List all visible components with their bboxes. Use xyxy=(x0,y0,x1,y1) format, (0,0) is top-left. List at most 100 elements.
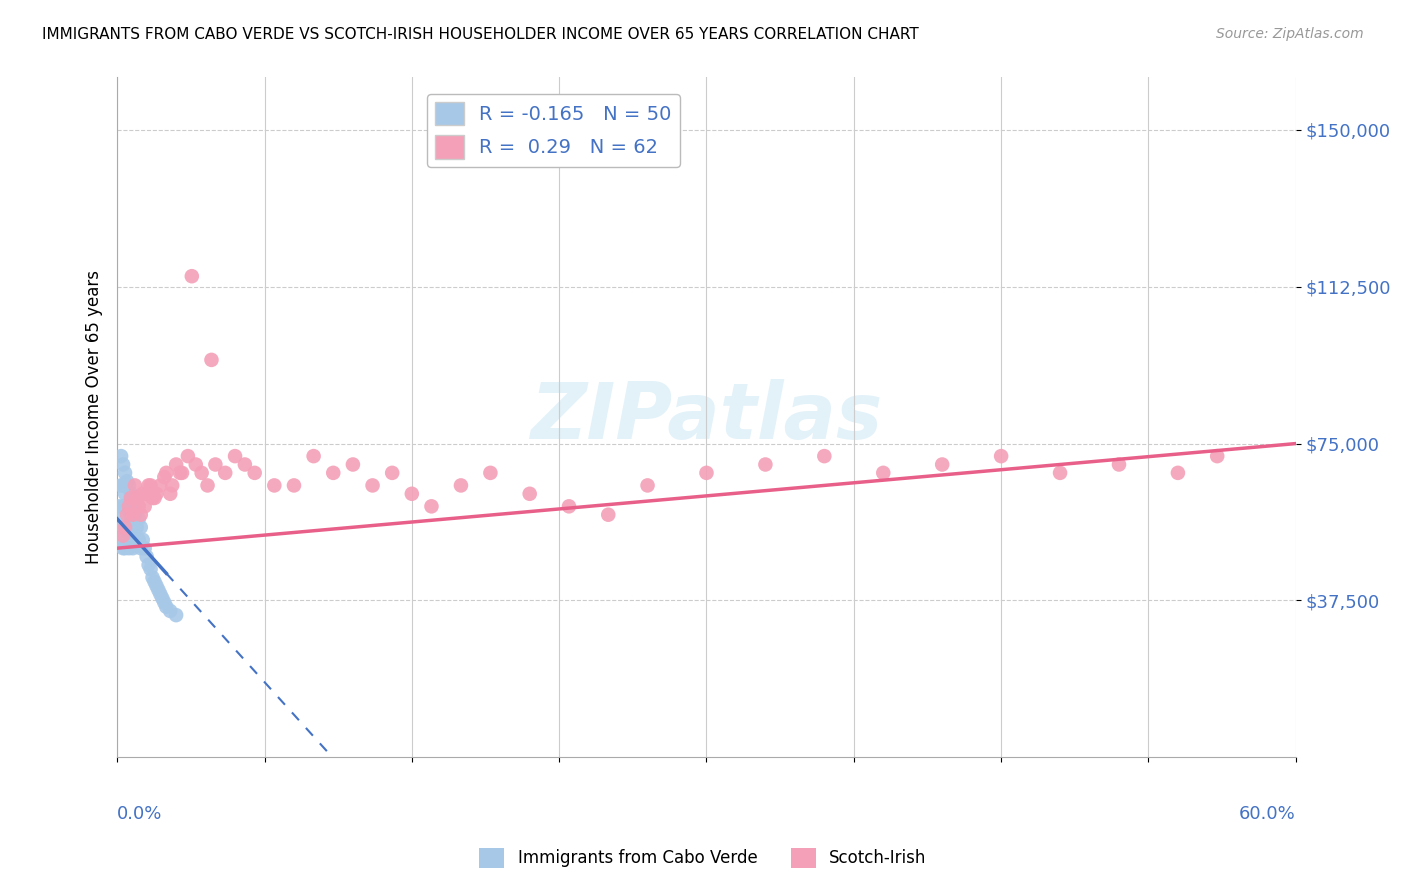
Y-axis label: Householder Income Over 65 years: Householder Income Over 65 years xyxy=(86,270,103,565)
Point xyxy=(141,491,163,505)
Point xyxy=(139,478,162,492)
Point xyxy=(177,449,200,463)
Point xyxy=(124,508,146,522)
Point xyxy=(155,466,177,480)
Point xyxy=(108,500,131,514)
Point xyxy=(134,541,156,556)
Point xyxy=(420,500,443,514)
Point xyxy=(129,520,152,534)
Point xyxy=(224,449,246,463)
Point xyxy=(180,269,202,284)
Point xyxy=(112,520,135,534)
Point xyxy=(153,470,176,484)
Point xyxy=(112,478,135,492)
Point xyxy=(165,608,187,623)
Point xyxy=(1049,466,1071,480)
Point xyxy=(169,466,191,480)
Point xyxy=(135,549,157,564)
Point xyxy=(233,458,256,472)
Point xyxy=(118,500,141,514)
Point xyxy=(342,458,364,472)
Point xyxy=(114,520,136,534)
Point xyxy=(118,520,141,534)
Point xyxy=(115,474,138,488)
Point xyxy=(110,449,132,463)
Point xyxy=(263,478,285,492)
Text: ZIPatlas: ZIPatlas xyxy=(530,379,883,456)
Point xyxy=(519,487,541,501)
Point xyxy=(160,478,183,492)
Point xyxy=(120,491,142,505)
Point xyxy=(361,478,384,492)
Point xyxy=(114,541,136,556)
Point xyxy=(159,487,181,501)
Point xyxy=(197,478,219,492)
Point xyxy=(120,487,142,501)
Point xyxy=(872,466,894,480)
Point xyxy=(138,478,160,492)
Legend: R = -0.165   N = 50, R =  0.29   N = 62: R = -0.165 N = 50, R = 0.29 N = 62 xyxy=(427,94,679,167)
Point xyxy=(322,466,344,480)
Point xyxy=(204,458,226,472)
Point xyxy=(1206,449,1229,463)
Point xyxy=(112,528,135,542)
Point xyxy=(122,541,145,556)
Text: 0.0%: 0.0% xyxy=(117,805,163,823)
Point xyxy=(124,478,146,492)
Point xyxy=(450,478,472,492)
Point xyxy=(401,487,423,501)
Point xyxy=(114,466,136,480)
Point xyxy=(124,528,146,542)
Point xyxy=(128,512,150,526)
Point xyxy=(115,524,138,539)
Point xyxy=(170,466,193,480)
Point xyxy=(165,458,187,472)
Point xyxy=(1167,466,1189,480)
Point xyxy=(155,599,177,614)
Point xyxy=(112,458,135,472)
Point xyxy=(135,487,157,501)
Point xyxy=(159,604,181,618)
Point xyxy=(125,500,148,514)
Point xyxy=(129,508,152,522)
Text: IMMIGRANTS FROM CABO VERDE VS SCOTCH-IRISH HOUSEHOLDER INCOME OVER 65 YEARS CORR: IMMIGRANTS FROM CABO VERDE VS SCOTCH-IRI… xyxy=(42,27,920,42)
Point xyxy=(143,574,166,589)
Point xyxy=(558,500,581,514)
Point xyxy=(990,449,1012,463)
Point xyxy=(128,533,150,547)
Text: 60.0%: 60.0% xyxy=(1239,805,1296,823)
Point xyxy=(115,508,138,522)
Point xyxy=(114,520,136,534)
Point xyxy=(118,541,141,556)
Point xyxy=(141,570,163,584)
Point xyxy=(145,487,167,501)
Point xyxy=(139,562,162,576)
Point xyxy=(479,466,502,480)
Point xyxy=(153,596,176,610)
Point xyxy=(132,487,155,501)
Point xyxy=(120,508,142,522)
Point xyxy=(132,533,155,547)
Point xyxy=(110,478,132,492)
Point xyxy=(118,478,141,492)
Point xyxy=(243,466,266,480)
Point xyxy=(134,500,156,514)
Point xyxy=(695,466,717,480)
Point xyxy=(110,533,132,547)
Point xyxy=(112,541,135,556)
Point xyxy=(283,478,305,492)
Point xyxy=(122,491,145,505)
Point xyxy=(149,478,172,492)
Point xyxy=(143,491,166,505)
Point xyxy=(122,512,145,526)
Point xyxy=(125,491,148,505)
Point xyxy=(214,466,236,480)
Point xyxy=(125,520,148,534)
Point xyxy=(184,458,207,472)
Point xyxy=(302,449,325,463)
Point xyxy=(150,591,173,606)
Point xyxy=(120,533,142,547)
Point xyxy=(200,352,222,367)
Point xyxy=(190,466,212,480)
Text: Source: ZipAtlas.com: Source: ZipAtlas.com xyxy=(1216,27,1364,41)
